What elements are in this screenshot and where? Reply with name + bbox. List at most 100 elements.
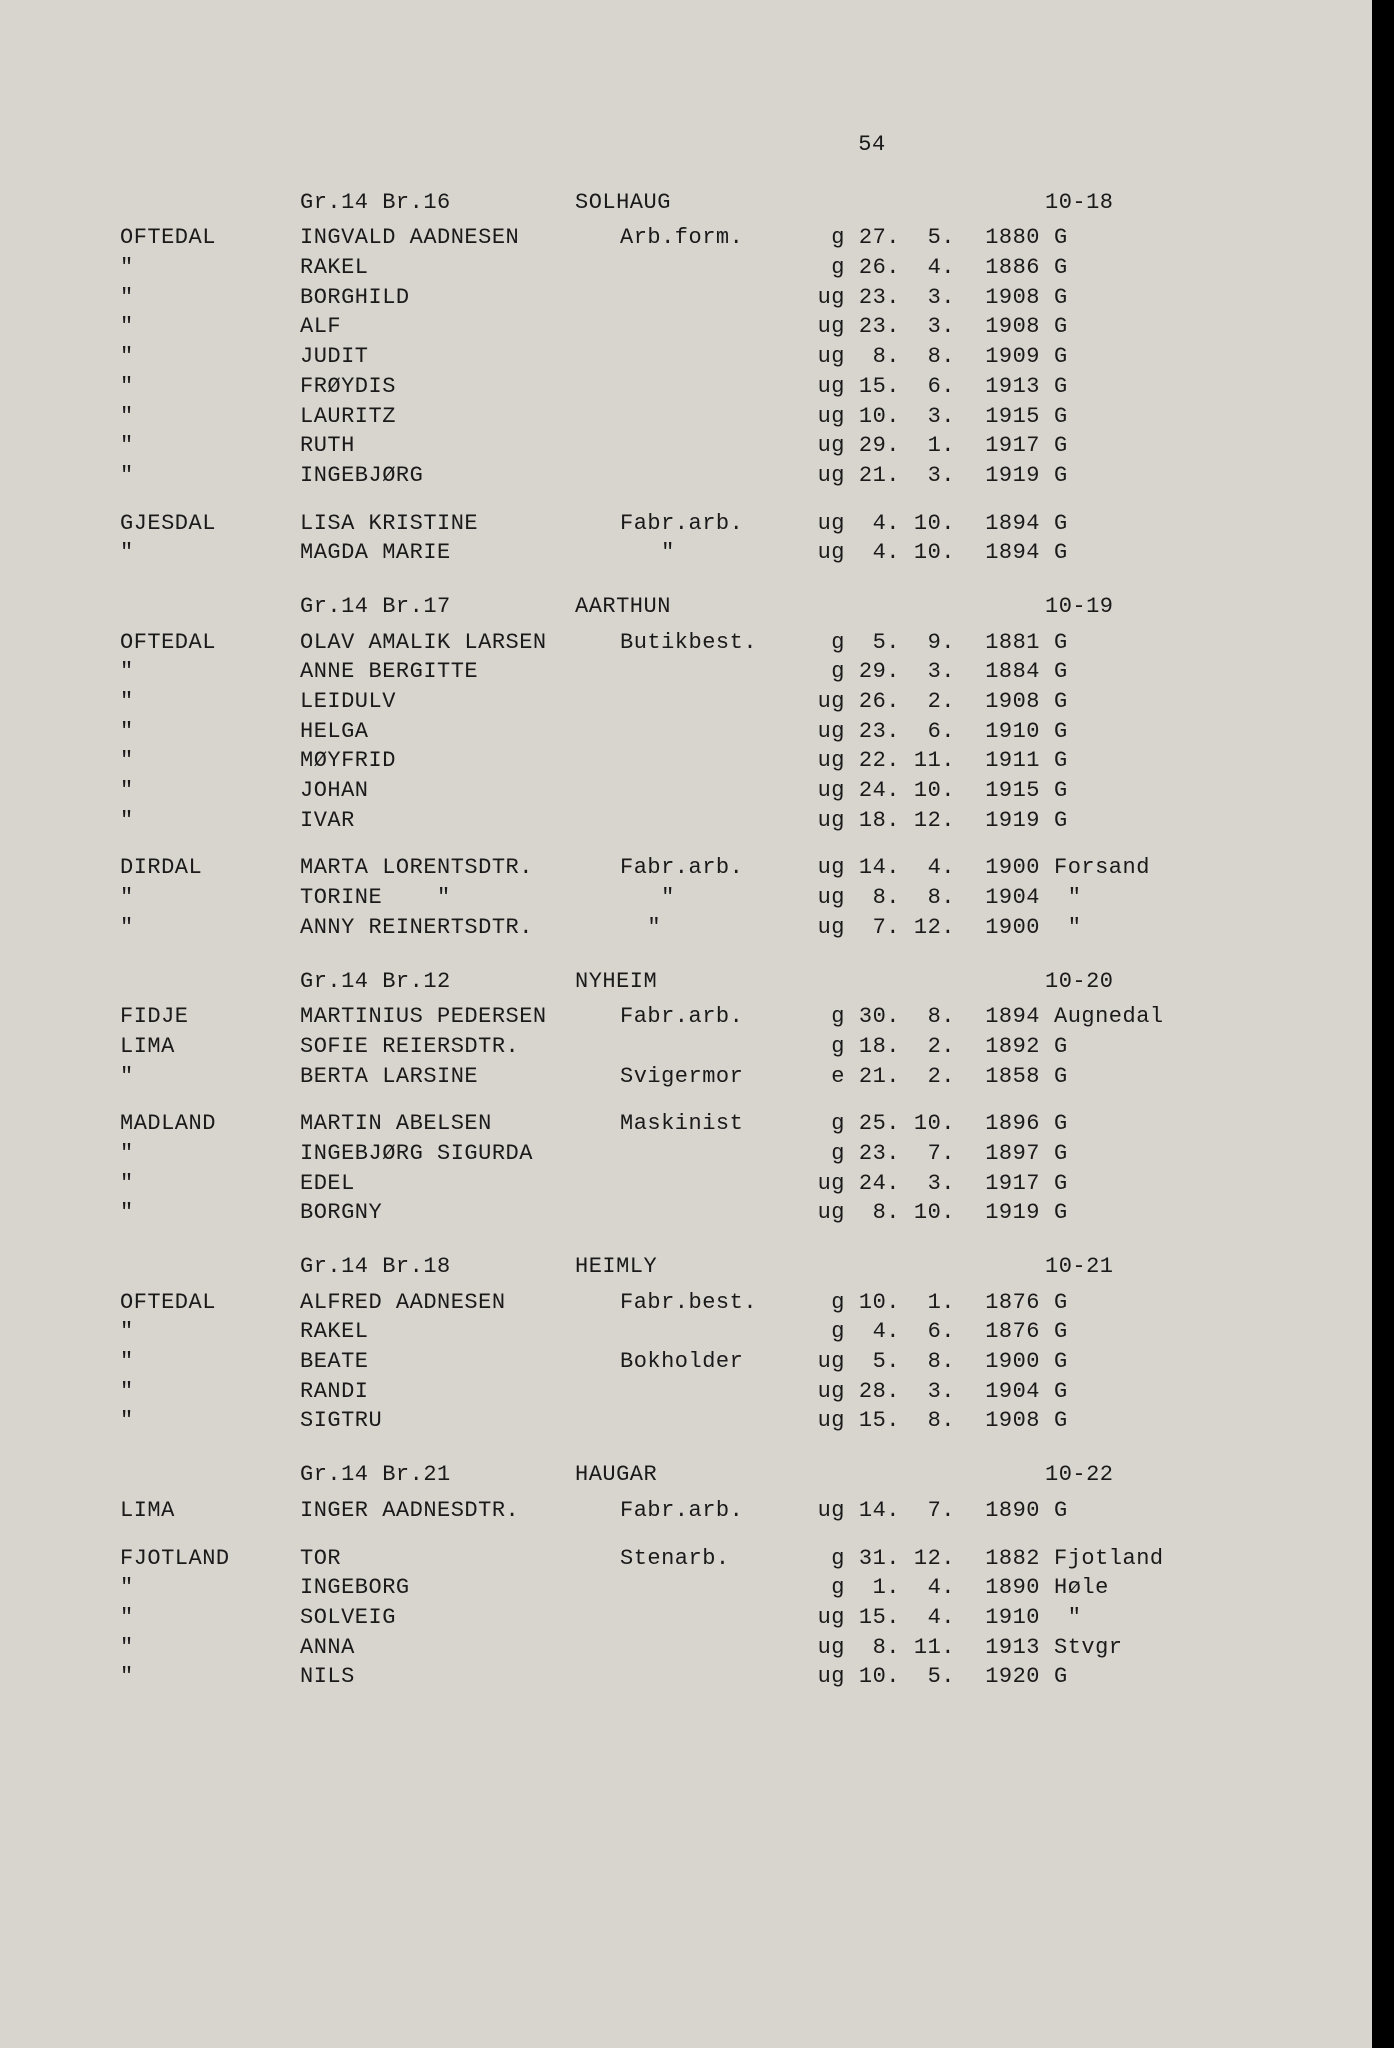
cell-occupation [620,1662,795,1692]
cell-occupation [620,461,795,491]
cell-surname: " [120,1169,300,1199]
cell-year: 1919 [955,461,1040,491]
header-spacer [120,967,300,997]
record-row: "INGEBORGg1.4.1890Høle [120,1573,1304,1603]
cell-marital-status: g [795,1002,845,1032]
cell-name: RAKEL [300,253,620,283]
cell-marital-status: g [795,223,845,253]
record-row: "BEATEBokholderug5.8.1900G [120,1347,1304,1377]
record-block: OFTEDALOLAV AMALIK LARSENButikbest.g5.9.… [120,628,1304,836]
record-row: "ANNE BERGITTEg29.3.1884G [120,657,1304,687]
cell-month: 4. [900,853,955,883]
cell-year: 1913 [955,1633,1040,1663]
cell-occupation: Fabr.arb. [620,509,795,539]
cell-day: 31. [845,1544,900,1574]
record-row: OFTEDALOLAV AMALIK LARSENButikbest.g5.9.… [120,628,1304,658]
cell-marital-status: ug [795,883,845,913]
header-code: 10-19 [1045,592,1114,622]
cell-day: 23. [845,283,900,313]
cell-name: MARTA LORENTSDTR. [300,853,620,883]
cell-month: 6. [900,372,955,402]
cell-marital-status: g [795,1544,845,1574]
cell-day: 30. [845,1002,900,1032]
cell-month: 3. [900,312,955,342]
cell-surname: " [120,806,300,836]
cell-surname: " [120,312,300,342]
cell-place: Stvgr [1040,1633,1123,1663]
cell-day: 8. [845,1633,900,1663]
record-row: "RANDIug28.3.1904G [120,1377,1304,1407]
cell-year: 1858 [955,1062,1040,1092]
record-block: FJOTLANDTORStenarb.g31.12.1882Fjotland"I… [120,1544,1304,1692]
cell-day: 8. [845,1198,900,1228]
cell-marital-status: g [795,628,845,658]
cell-occupation [620,1169,795,1199]
cell-place: G [1040,1317,1068,1347]
cell-day: 26. [845,687,900,717]
cell-month: 5. [900,223,955,253]
cell-surname: FJOTLAND [120,1544,300,1574]
cell-occupation: " [620,883,795,913]
cell-place: G [1040,1377,1068,1407]
header-place: NYHEIM [575,967,1045,997]
cell-name: HELGA [300,717,620,747]
cell-place: G [1040,746,1068,776]
cell-occupation [620,1317,795,1347]
cell-place: G [1040,1032,1068,1062]
cell-day: 14. [845,853,900,883]
cell-name: EDEL [300,1169,620,1199]
cell-name: RANDI [300,1377,620,1407]
cell-day: 25. [845,1109,900,1139]
cell-place: G [1040,509,1068,539]
cell-day: 23. [845,717,900,747]
cell-month: 12. [900,806,955,836]
cell-year: 1894 [955,509,1040,539]
cell-place: G [1040,1109,1068,1139]
cell-occupation: Fabr.arb. [620,1496,795,1526]
cell-surname: " [120,253,300,283]
cell-surname: " [120,1633,300,1663]
cell-year: 1913 [955,372,1040,402]
cell-marital-status: ug [795,1406,845,1436]
cell-year: 1920 [955,1662,1040,1692]
cell-year: 1892 [955,1032,1040,1062]
cell-marital-status: ug [795,461,845,491]
record-block: OFTEDALALFRED AADNESENFabr.best.g10.1.18… [120,1288,1304,1436]
cell-day: 4. [845,509,900,539]
cell-year: 1880 [955,223,1040,253]
cell-surname: " [120,883,300,913]
cell-marital-status: ug [795,402,845,432]
cell-marital-status: ug [795,806,845,836]
record-row: "ANNY REINERTSDTR. "ug7.12.1900 " [120,913,1304,943]
cell-month: 4. [900,253,955,283]
cell-year: 1915 [955,776,1040,806]
cell-name: NILS [300,1662,620,1692]
cell-name: ALF [300,312,620,342]
cell-surname: " [120,717,300,747]
cell-name: MARTIN ABELSEN [300,1109,620,1139]
record-block: GJESDALLISA KRISTINEFabr.arb.ug4.10.1894… [120,509,1304,568]
cell-month: 5. [900,1662,955,1692]
cell-day: 5. [845,628,900,658]
record-row: "LEIDULVug26.2.1908G [120,687,1304,717]
cell-name: BEATE [300,1347,620,1377]
cell-year: 1908 [955,687,1040,717]
record-row: "MAGDA MARIE "ug4.10.1894G [120,538,1304,568]
header-place: SOLHAUG [575,188,1045,218]
record-row: "MØYFRIDug22.11.1911G [120,746,1304,776]
record-row: "ANNAug8.11.1913Stvgr [120,1633,1304,1663]
cell-place: G [1040,1662,1068,1692]
cell-occupation [620,253,795,283]
cell-day: 24. [845,1169,900,1199]
cell-year: 1882 [955,1544,1040,1574]
cell-marital-status: ug [795,776,845,806]
cell-name: SOFIE REIERSDTR. [300,1032,620,1062]
cell-occupation: Maskinist [620,1109,795,1139]
cell-surname: " [120,1198,300,1228]
cell-place: " [1040,913,1081,943]
record-row: FJOTLANDTORStenarb.g31.12.1882Fjotland [120,1544,1304,1574]
header-grbr: Gr.14 Br.12 [300,967,575,997]
cell-year: 1909 [955,342,1040,372]
cell-year: 1881 [955,628,1040,658]
cell-name: MØYFRID [300,746,620,776]
